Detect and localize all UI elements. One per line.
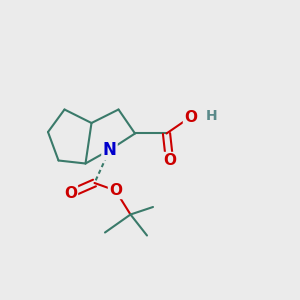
- Text: O: O: [184, 110, 197, 124]
- Text: O: O: [64, 186, 77, 201]
- Text: H: H: [206, 109, 217, 122]
- Text: O: O: [109, 183, 122, 198]
- Text: N: N: [103, 141, 116, 159]
- Text: O: O: [163, 153, 176, 168]
